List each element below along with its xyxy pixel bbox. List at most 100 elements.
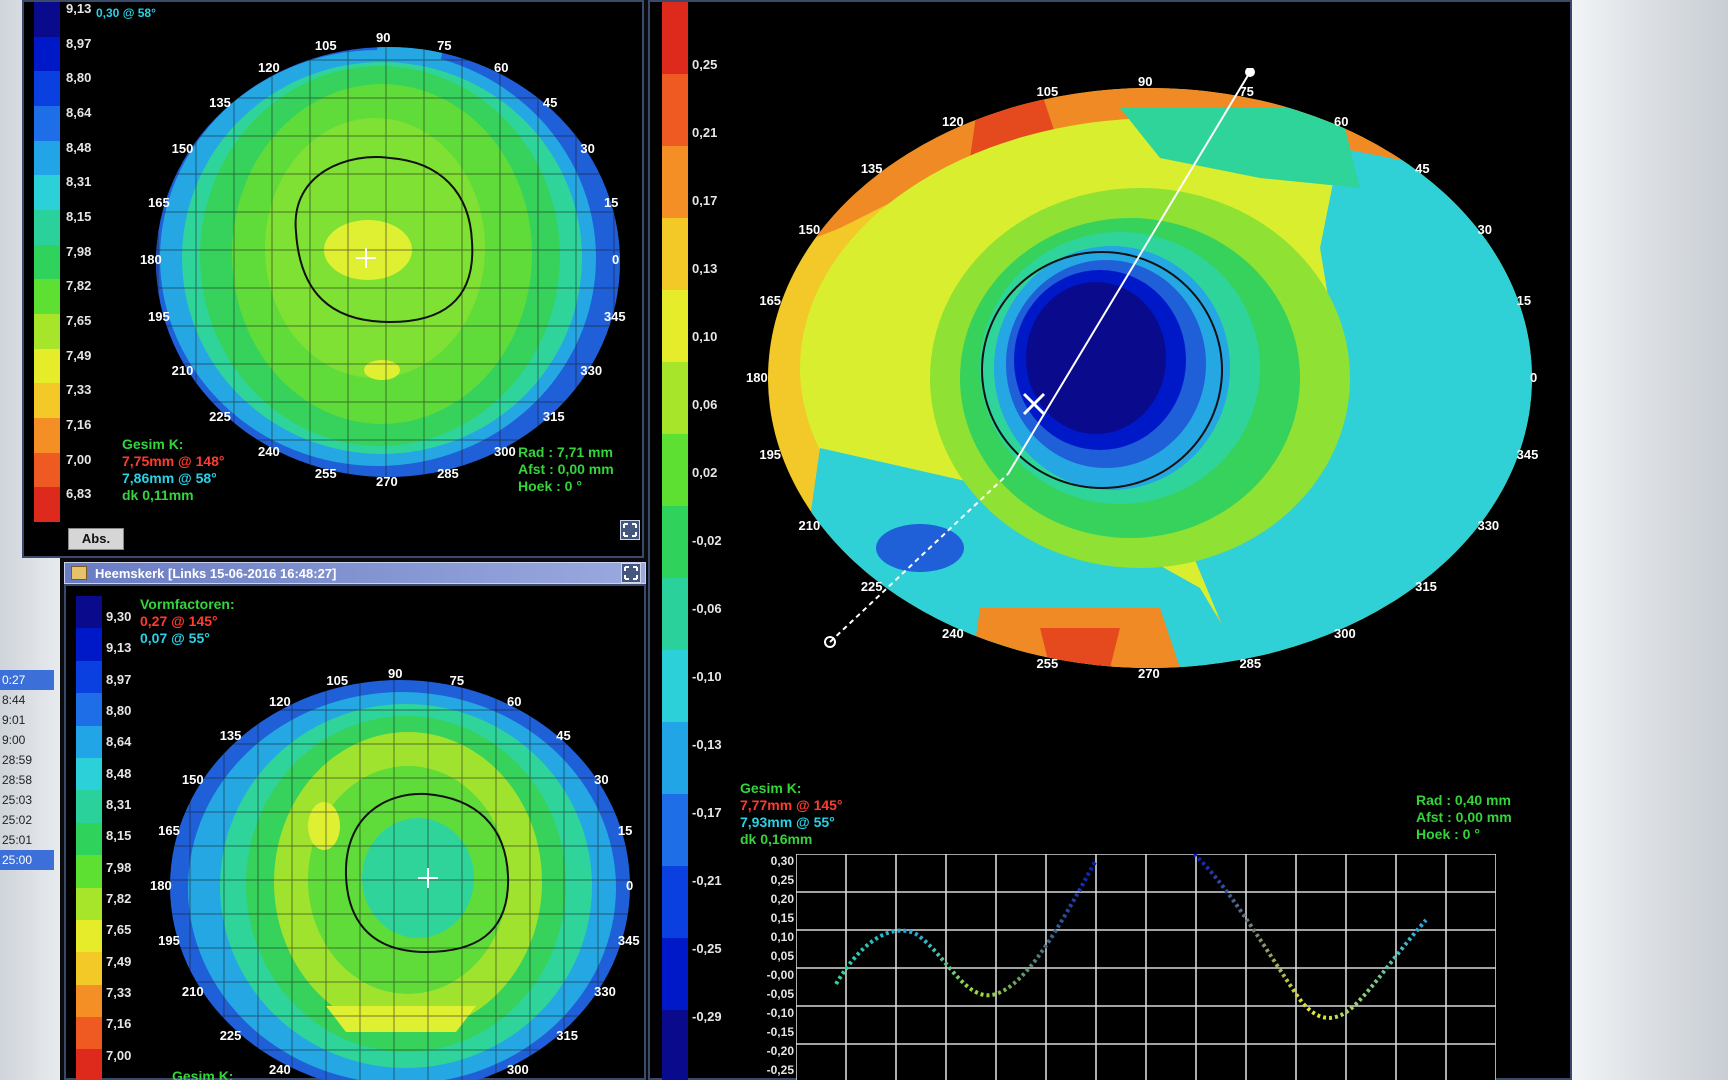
- scale-swatch: [76, 596, 102, 629]
- scale-label: -0,21: [692, 873, 722, 888]
- angle-label: 270: [376, 474, 398, 489]
- profile-y-tick: 0,10: [770, 930, 794, 944]
- scale-swatch: [76, 1017, 102, 1050]
- curvature-map-bottom: [170, 680, 630, 1080]
- angle-label: 45: [1415, 160, 1430, 176]
- time-list-item[interactable]: 28:58: [2, 773, 33, 787]
- angle-label: 105: [326, 673, 349, 689]
- angle-label: 120: [269, 694, 291, 710]
- time-list-item[interactable]: 25:00: [0, 850, 54, 870]
- angle-label: 60: [1334, 113, 1349, 129]
- scale-label: 7,33: [106, 985, 132, 1000]
- scale-label: 8,97: [106, 671, 132, 687]
- scale-swatch: [34, 175, 60, 210]
- scale-swatch: [34, 36, 60, 72]
- top-left-panel: 9,13 8,97 8,80 8,64 8,48 8,31 8,15 7,98 7,82 7,65…: [22, 0, 644, 558]
- scale-swatch: [34, 348, 60, 384]
- scale-label: 7,98: [66, 243, 92, 259]
- angle-label: 0: [1530, 370, 1538, 385]
- gesim-dk: dk 0,11mm: [122, 487, 194, 503]
- angle-label: 120: [942, 113, 964, 129]
- profile-y-tick: -0,05: [766, 987, 794, 1001]
- expand-icon-2[interactable]: [621, 563, 641, 583]
- angle-label: 15: [1516, 293, 1532, 309]
- session-time-list[interactable]: 0:27 8:44 9:01 9:00 28:59 28:58 25:03 25:02 25:0…: [0, 670, 54, 870]
- time-list-item[interactable]: 8:44: [2, 693, 26, 707]
- scale-label: 7,49: [66, 347, 92, 363]
- time-list-item[interactable]: 28:59: [2, 753, 33, 767]
- time-list-item[interactable]: 9:00: [2, 733, 26, 747]
- scale-swatch: [662, 218, 688, 290]
- window-titlebar[interactable]: Heemskerk [Links 15-06-2016 16:48:27]: [64, 562, 646, 584]
- angle-label: 225: [209, 408, 231, 424]
- time-list-item[interactable]: 25:03: [2, 793, 33, 807]
- time-list-item[interactable]: 9:01: [2, 713, 26, 727]
- scale-label: 8,31: [106, 797, 132, 812]
- scale-label: 8,97: [66, 35, 92, 51]
- diff-gesim-label: Gesim K:: [740, 780, 802, 796]
- scale-swatch: [76, 952, 102, 985]
- angle-label: 285: [1239, 655, 1262, 671]
- angle-label: 315: [556, 1027, 578, 1043]
- scale-swatch: [662, 74, 688, 146]
- scale-label: 7,49: [106, 953, 132, 969]
- scale-label: 8,64: [106, 734, 132, 750]
- window-title: Heemskerk [Links 15-06-2016 16:48:27]: [95, 566, 337, 581]
- scale-label: -0,06: [692, 601, 722, 616]
- scale-label: -0,02: [692, 533, 722, 548]
- angle-label: 165: [759, 293, 782, 309]
- curvature-map-top: [156, 47, 620, 477]
- expand-icon[interactable]: [620, 520, 640, 540]
- scale-label: 9,30: [106, 609, 132, 624]
- scale-swatch: [76, 919, 102, 953]
- diff-gesim-flat: 7,93mm @ 55°: [740, 814, 835, 830]
- profile-y-tick: 0,30: [770, 854, 794, 868]
- angle-label: 330: [594, 984, 616, 999]
- angle-label: 225: [860, 579, 883, 595]
- scale-swatch: [34, 383, 60, 418]
- time-list-item[interactable]: 0:27: [0, 670, 54, 690]
- angle-label: 150: [181, 772, 204, 787]
- diff-afst-value: Afst : 0,00 mm: [1416, 809, 1512, 825]
- scale-swatch: [76, 628, 102, 661]
- scale-label: 7,65: [106, 922, 132, 938]
- scale-swatch: [34, 279, 60, 314]
- angle-label: 150: [171, 141, 194, 156]
- scale-swatch: [34, 452, 60, 488]
- time-list-item[interactable]: 25:02: [2, 813, 33, 827]
- scale-label: 7,65: [66, 313, 92, 328]
- scale-label: 0,02: [692, 465, 718, 480]
- abs-button[interactable]: Abs.: [68, 528, 124, 550]
- angle-label: 15: [617, 823, 633, 839]
- angle-label: 210: [171, 363, 194, 378]
- scale-swatch: [34, 313, 60, 349]
- angle-label: 195: [158, 932, 180, 948]
- angle-label: 75: [1239, 84, 1254, 100]
- scale-label: 8,64: [66, 105, 92, 120]
- angle-label: 240: [942, 626, 964, 642]
- scale-swatch: [662, 2, 688, 74]
- angle-label: 135: [209, 95, 231, 111]
- scale-label: 8,15: [106, 828, 132, 844]
- scale-swatch: [662, 506, 688, 578]
- angle-label: 105: [1036, 84, 1059, 100]
- scale-swatch: [662, 290, 688, 362]
- scale-swatch: [34, 244, 60, 280]
- angle-label: 75: [449, 673, 465, 689]
- bottom-left-panel: 9,30 9,13 8,97 8,80 8,64 8,48 8,31 8,15 7,98 7,82…: [64, 584, 646, 1080]
- scale-swatch: [34, 417, 60, 453]
- scale-swatch: [662, 794, 688, 866]
- rad-value: Rad : 7,71 mm: [518, 444, 613, 460]
- scale-label: 7,82: [66, 278, 92, 294]
- angle-label: 180: [150, 878, 172, 893]
- angle-label: 225: [219, 1027, 242, 1043]
- afst-value: Afst : 0,00 mm: [518, 461, 614, 477]
- gesim-value-steep: 7,75mm @ 148°: [122, 453, 225, 469]
- scale-label: 0,25: [692, 57, 718, 72]
- scale-label: 8,15: [66, 209, 92, 224]
- scale-swatch: [662, 146, 688, 218]
- angle-label: 0: [612, 252, 620, 267]
- time-list-item[interactable]: 25:01: [2, 833, 33, 847]
- scale-label: 7,16: [106, 1016, 132, 1032]
- angle-label: 330: [580, 363, 603, 378]
